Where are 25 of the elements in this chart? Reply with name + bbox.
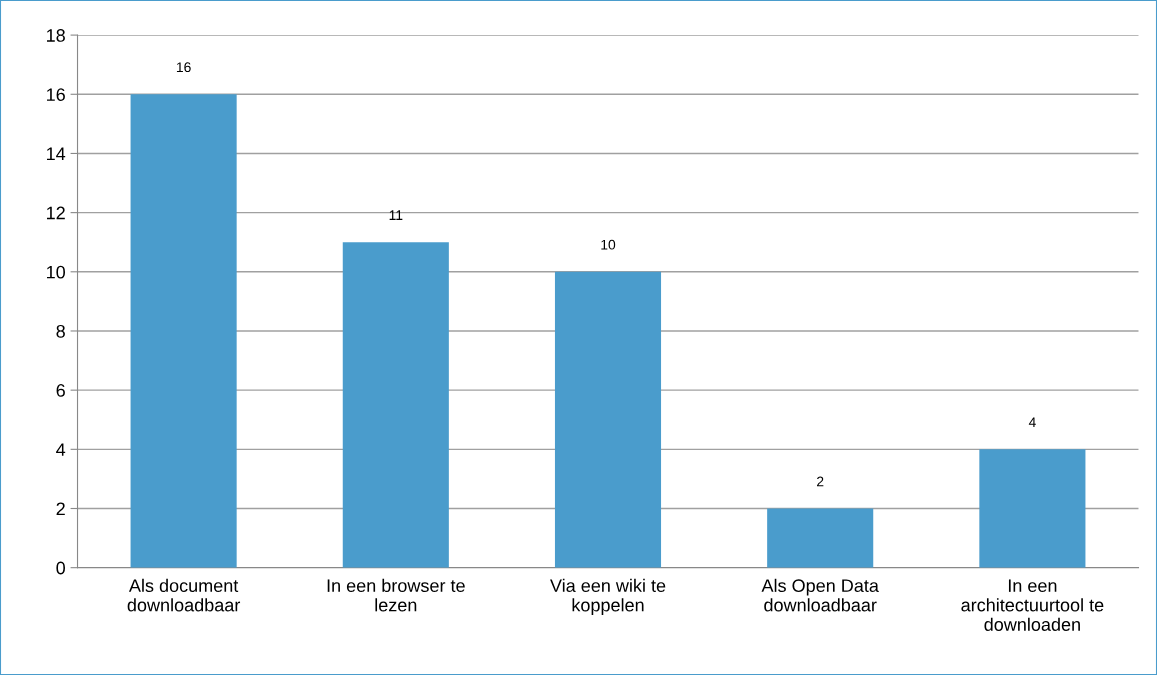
y-tick-label: 2 [56,502,65,516]
bar [767,508,874,568]
y-tick-label: 16 [47,88,65,101]
x-tick-label: Via een wiki te koppelen [550,578,666,616]
y-tick-label: 12 [47,206,65,220]
y-tick-label: 18 [47,29,65,42]
bar [130,94,237,568]
y-tick-label: 8 [56,324,65,338]
x-tick-label: Als document downloadbaar [127,578,241,612]
y-tick-label: 14 [47,147,66,160]
data-label: 4 [1028,417,1036,427]
y-tick-label: 0 [56,561,66,575]
data-label: 2 [817,476,824,487]
bar [979,449,1086,568]
y-tick-label: 10 [47,265,66,279]
bar [342,242,449,568]
data-label: 16 [176,62,191,73]
x-tick-label: Als Open Data downloadbaar [761,578,879,612]
data-label: 11 [389,210,403,220]
y-tick-label: 6 [56,384,65,397]
x-tick-label: In een browser te lezen [327,578,465,612]
y-tick-label: 4 [56,443,66,456]
x-tick-label: In een architectuurtool te downloaden [961,579,1104,631]
bar [554,271,662,568]
data-label: 10 [601,239,616,250]
